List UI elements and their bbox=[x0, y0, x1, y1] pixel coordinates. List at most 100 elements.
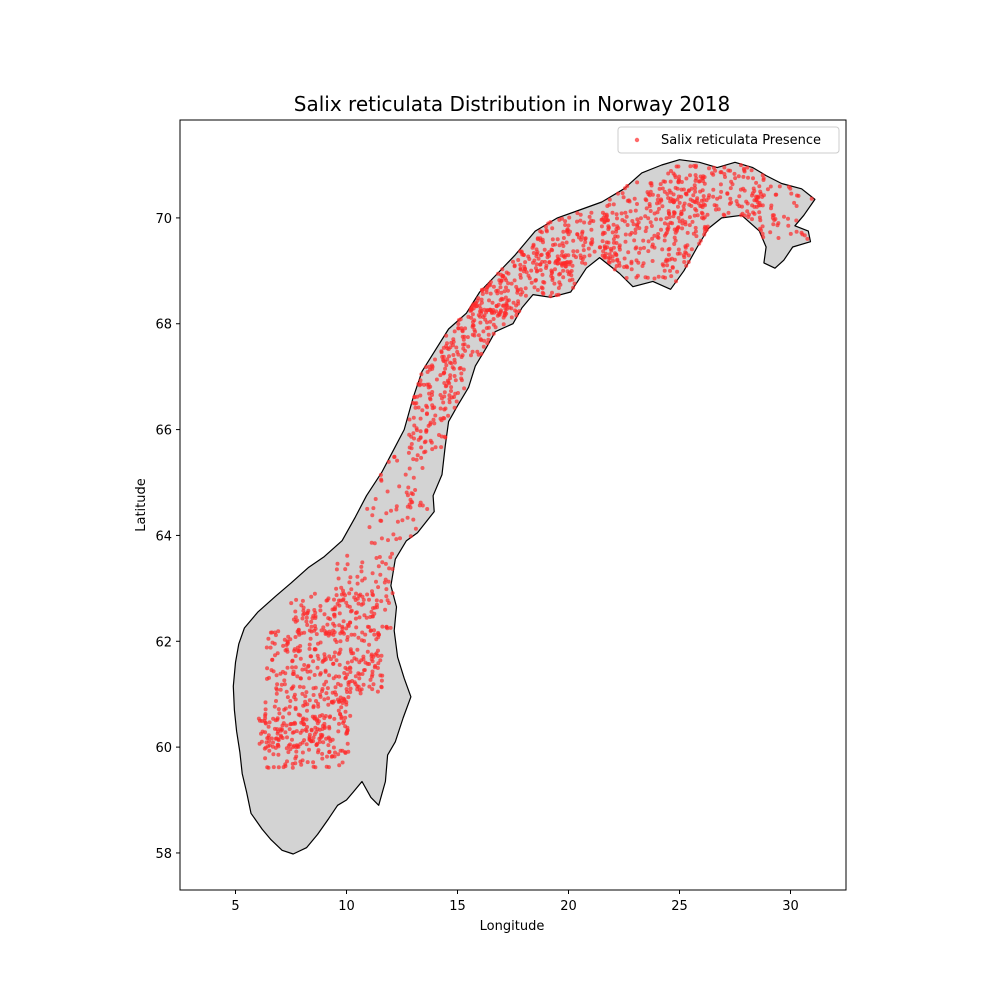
presence-point bbox=[304, 717, 309, 722]
presence-point bbox=[413, 405, 418, 410]
presence-point bbox=[318, 604, 323, 608]
presence-point bbox=[809, 196, 814, 201]
presence-point bbox=[704, 198, 709, 203]
presence-point bbox=[647, 193, 652, 198]
presence-point bbox=[665, 227, 670, 231]
presence-point bbox=[267, 739, 272, 744]
presence-point bbox=[670, 199, 675, 204]
presence-point bbox=[478, 337, 483, 342]
presence-point bbox=[444, 363, 449, 368]
presence-point bbox=[299, 603, 304, 608]
presence-point bbox=[688, 173, 692, 178]
presence-point bbox=[583, 240, 588, 245]
presence-point bbox=[275, 651, 280, 656]
presence-point bbox=[267, 748, 272, 753]
presence-point bbox=[744, 199, 749, 204]
presence-point bbox=[378, 658, 383, 663]
presence-point bbox=[687, 215, 692, 220]
y-axis-label: Latitude bbox=[134, 478, 149, 532]
presence-point bbox=[673, 238, 678, 243]
presence-point bbox=[411, 400, 416, 405]
presence-point bbox=[692, 183, 697, 188]
presence-point bbox=[259, 731, 263, 736]
presence-point bbox=[291, 669, 296, 674]
presence-point bbox=[469, 353, 473, 358]
presence-point bbox=[669, 169, 673, 173]
presence-point bbox=[521, 269, 526, 274]
presence-point bbox=[355, 684, 360, 689]
presence-point bbox=[676, 247, 681, 252]
presence-point bbox=[370, 687, 375, 692]
presence-point bbox=[656, 235, 661, 240]
presence-point bbox=[412, 423, 417, 428]
presence-point bbox=[278, 687, 283, 692]
presence-point bbox=[479, 351, 484, 356]
presence-point bbox=[335, 561, 340, 566]
presence-point bbox=[677, 251, 682, 256]
presence-point bbox=[271, 716, 276, 721]
presence-point bbox=[293, 609, 298, 614]
presence-point bbox=[582, 254, 587, 259]
presence-point bbox=[276, 629, 281, 634]
presence-point bbox=[601, 249, 606, 254]
presence-point bbox=[441, 359, 446, 363]
presence-point bbox=[644, 225, 649, 230]
presence-point bbox=[543, 259, 547, 264]
presence-point bbox=[713, 207, 718, 212]
presence-point bbox=[390, 567, 395, 571]
presence-point bbox=[376, 648, 380, 653]
presence-point bbox=[359, 687, 364, 692]
presence-point bbox=[307, 628, 312, 633]
presence-point bbox=[298, 656, 303, 661]
presence-point bbox=[443, 406, 448, 411]
presence-point bbox=[371, 606, 375, 611]
presence-point bbox=[523, 260, 528, 265]
presence-point bbox=[511, 259, 515, 264]
presence-point bbox=[377, 632, 381, 637]
presence-point bbox=[416, 382, 421, 386]
presence-point bbox=[705, 212, 710, 217]
presence-point bbox=[674, 279, 678, 284]
presence-point bbox=[326, 596, 331, 601]
presence-point bbox=[566, 253, 571, 258]
presence-point bbox=[662, 221, 667, 226]
presence-point bbox=[534, 247, 539, 252]
presence-point bbox=[291, 684, 296, 689]
presence-point bbox=[307, 646, 312, 651]
presence-point bbox=[693, 178, 698, 183]
presence-point bbox=[285, 665, 290, 670]
presence-point bbox=[300, 616, 305, 621]
presence-point bbox=[447, 381, 452, 386]
presence-point bbox=[557, 257, 561, 262]
presence-point bbox=[683, 245, 688, 250]
presence-point bbox=[739, 163, 743, 168]
presence-point bbox=[315, 727, 320, 732]
presence-point bbox=[307, 676, 312, 681]
presence-point bbox=[263, 707, 268, 712]
presence-point bbox=[355, 647, 360, 652]
presence-point bbox=[490, 300, 495, 305]
presence-point bbox=[388, 625, 393, 630]
presence-point bbox=[312, 716, 317, 721]
presence-point bbox=[266, 636, 271, 641]
presence-point bbox=[670, 265, 675, 270]
presence-point bbox=[362, 613, 367, 618]
presence-point bbox=[770, 213, 775, 218]
presence-point bbox=[707, 166, 711, 171]
presence-point bbox=[300, 667, 305, 672]
presence-point bbox=[569, 269, 574, 273]
presence-point bbox=[439, 445, 444, 450]
presence-point bbox=[531, 260, 535, 265]
presence-point bbox=[676, 225, 681, 230]
presence-point bbox=[273, 653, 277, 658]
presence-point bbox=[672, 242, 677, 246]
presence-point bbox=[548, 294, 553, 299]
presence-point bbox=[338, 647, 343, 652]
presence-point bbox=[621, 195, 626, 200]
presence-point bbox=[409, 442, 414, 446]
presence-point bbox=[671, 192, 676, 197]
presence-point bbox=[740, 211, 745, 216]
presence-point bbox=[307, 698, 312, 703]
presence-point bbox=[506, 271, 511, 276]
presence-point bbox=[652, 233, 657, 238]
